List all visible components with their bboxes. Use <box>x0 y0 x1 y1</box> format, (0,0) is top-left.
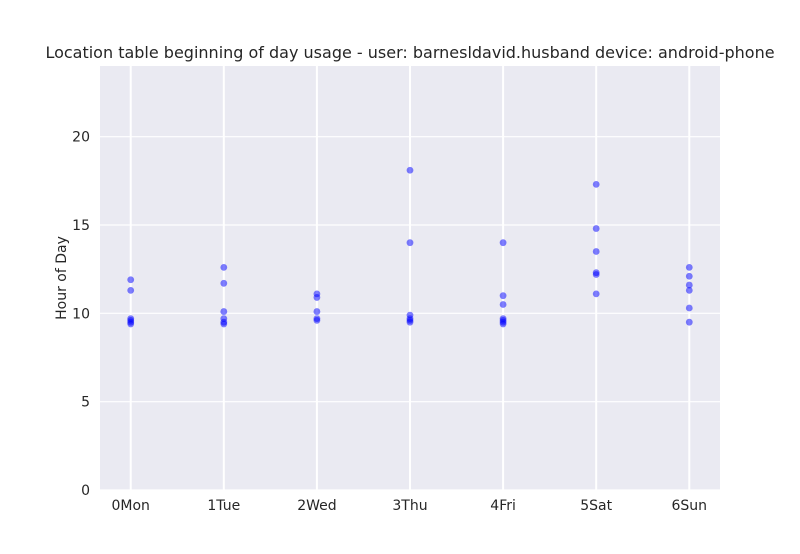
data-point <box>685 264 693 271</box>
data-point <box>592 290 600 298</box>
y-tick-labels: 0 5 10 15 20 <box>72 130 90 499</box>
data-point <box>685 318 693 326</box>
data-point <box>220 320 228 328</box>
data-point <box>406 318 414 326</box>
data-point <box>499 292 507 300</box>
y-tick-label: 5 <box>81 395 90 411</box>
y-tick-label: 20 <box>72 130 90 146</box>
data-point <box>313 317 321 324</box>
data-point <box>685 281 693 289</box>
data-point <box>592 225 600 232</box>
data-point <box>127 286 135 294</box>
x-tick-label: 4Fri <box>490 498 516 514</box>
x-tick-label: 5Sat <box>580 498 612 514</box>
y-axis-label: Hour of Day <box>54 236 70 320</box>
data-point <box>313 308 321 315</box>
x-tick-label: 3Thu <box>392 498 427 514</box>
y-tick-label: 0 <box>81 483 90 499</box>
data-point <box>499 239 507 247</box>
chart-title: Location table beginning of day usage - … <box>45 43 774 62</box>
data-point <box>406 166 414 174</box>
x-tick-label: 1Tue <box>207 498 240 514</box>
data-point <box>592 180 600 188</box>
y-tick-label: 15 <box>72 218 90 234</box>
data-point <box>127 320 135 328</box>
data-point <box>499 301 507 308</box>
x-tick-label: 6Sun <box>672 498 708 514</box>
x-tick-label: 0Mon <box>112 498 150 514</box>
x-tick-label: 2Wed <box>297 498 336 514</box>
data-point <box>685 286 693 294</box>
data-point <box>592 248 600 255</box>
data-point <box>313 294 321 301</box>
data-point <box>685 272 693 280</box>
data-point <box>406 239 414 247</box>
data-points <box>127 166 693 328</box>
data-point <box>592 271 600 278</box>
data-point <box>685 304 693 312</box>
x-tick-labels: 0Mon 1Tue 2Wed 3Thu 4Fri 5Sat 6Sun <box>112 498 708 514</box>
data-point <box>220 264 228 271</box>
y-tick-label: 10 <box>72 306 90 322</box>
data-point <box>220 279 228 287</box>
data-point <box>127 276 135 284</box>
data-point <box>220 308 228 315</box>
data-point <box>499 320 507 328</box>
